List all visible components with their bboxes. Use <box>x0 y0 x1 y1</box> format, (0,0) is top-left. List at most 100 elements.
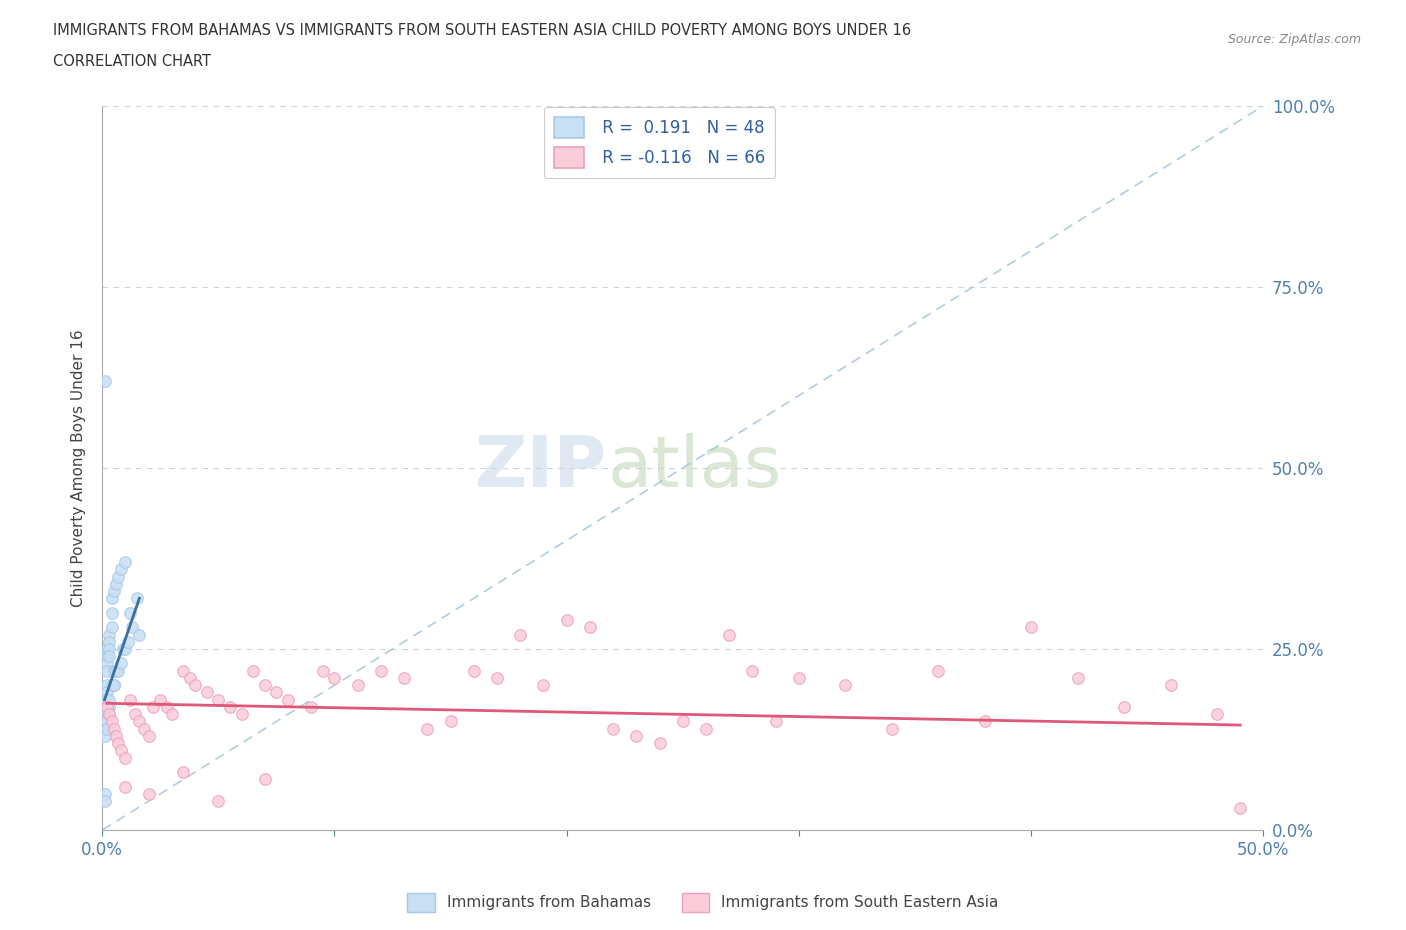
Point <box>1112 699 1135 714</box>
Point <box>195 685 218 700</box>
Point <box>253 772 276 787</box>
Point <box>579 619 602 634</box>
Point <box>124 707 146 722</box>
Point <box>416 722 439 737</box>
Point <box>96 722 118 737</box>
Point <box>96 678 118 693</box>
Point <box>107 736 129 751</box>
Point <box>277 692 299 707</box>
Point <box>299 699 322 714</box>
Point <box>626 728 648 743</box>
Point <box>110 656 132 671</box>
Point <box>96 714 118 729</box>
Point <box>973 714 995 729</box>
Point <box>207 793 229 808</box>
Point <box>121 619 143 634</box>
Point <box>93 728 115 743</box>
Point <box>110 562 132 577</box>
Point <box>98 634 121 649</box>
Point <box>105 728 128 743</box>
Point <box>96 699 118 714</box>
Point <box>103 678 125 693</box>
Text: CORRELATION CHART: CORRELATION CHART <box>53 54 211 69</box>
Point <box>138 728 160 743</box>
Point <box>1019 619 1042 634</box>
Legend:  R =  0.191   N = 48,  R = -0.116   N = 66: R = 0.191 N = 48, R = -0.116 N = 66 <box>544 107 775 178</box>
Point <box>96 692 118 707</box>
Point <box>96 656 118 671</box>
Point <box>100 591 122 605</box>
Point <box>117 634 139 649</box>
Point <box>128 714 150 729</box>
Point <box>93 787 115 802</box>
Point <box>1066 671 1088 685</box>
Point <box>98 692 121 707</box>
Point <box>98 707 121 722</box>
Point <box>142 699 165 714</box>
Point <box>105 577 128 591</box>
Point <box>370 663 392 678</box>
Point <box>103 722 125 737</box>
Point <box>392 671 415 685</box>
Point <box>103 584 125 599</box>
Point <box>787 671 810 685</box>
Point <box>765 714 787 729</box>
Point <box>602 722 624 737</box>
Point <box>96 685 118 700</box>
Point <box>103 678 125 693</box>
Point <box>156 699 179 714</box>
Point <box>93 793 115 808</box>
Text: ZIP: ZIP <box>475 433 607 502</box>
Point <box>231 707 253 722</box>
Point <box>533 678 555 693</box>
Point <box>486 671 509 685</box>
Point <box>100 619 122 634</box>
Point <box>93 374 115 389</box>
Point <box>110 743 132 758</box>
Point <box>120 692 142 707</box>
Point <box>927 663 949 678</box>
Point <box>96 642 118 657</box>
Point <box>718 627 741 642</box>
Point <box>463 663 485 678</box>
Point <box>120 605 142 620</box>
Point <box>128 627 150 642</box>
Y-axis label: Child Poverty Among Boys Under 16: Child Poverty Among Boys Under 16 <box>72 329 86 606</box>
Point <box>98 649 121 664</box>
Point <box>112 642 135 657</box>
Point <box>219 699 242 714</box>
Point <box>125 591 148 605</box>
Point <box>439 714 461 729</box>
Point <box>266 685 288 700</box>
Point <box>323 671 346 685</box>
Point <box>741 663 763 678</box>
Text: Source: ZipAtlas.com: Source: ZipAtlas.com <box>1227 33 1361 46</box>
Point <box>103 663 125 678</box>
Point <box>346 678 368 693</box>
Text: IMMIGRANTS FROM BAHAMAS VS IMMIGRANTS FROM SOUTH EASTERN ASIA CHILD POVERTY AMON: IMMIGRANTS FROM BAHAMAS VS IMMIGRANTS FR… <box>53 23 911 38</box>
Point <box>100 714 122 729</box>
Point <box>880 722 903 737</box>
Point <box>253 678 276 693</box>
Point <box>132 722 155 737</box>
Point <box>98 627 121 642</box>
Point <box>114 779 136 794</box>
Point <box>160 707 183 722</box>
Point <box>207 692 229 707</box>
Point <box>149 692 172 707</box>
Point <box>107 569 129 584</box>
Point <box>648 736 671 751</box>
Point <box>93 714 115 729</box>
Point <box>93 722 115 737</box>
Point <box>114 751 136 765</box>
Point <box>672 714 695 729</box>
Point <box>184 678 207 693</box>
Point <box>1206 707 1229 722</box>
Point <box>96 663 118 678</box>
Text: atlas: atlas <box>607 433 782 502</box>
Point <box>834 678 856 693</box>
Point <box>114 554 136 569</box>
Point <box>312 663 335 678</box>
Point <box>100 678 122 693</box>
Point <box>555 613 578 628</box>
